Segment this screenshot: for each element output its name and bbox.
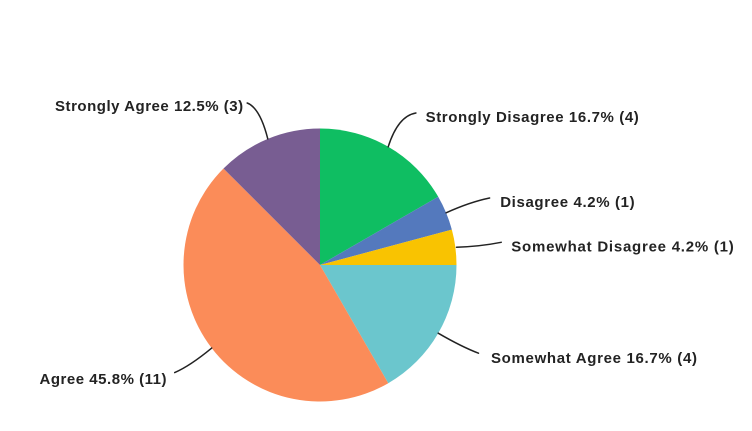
svg-text:Strongly Agree 12.5% (3): Strongly Agree 12.5% (3)	[55, 98, 244, 115]
svg-text:Disagree 4.2% (1): Disagree 4.2% (1)	[500, 194, 635, 211]
svg-text:Agree 45.8% (11): Agree 45.8% (11)	[40, 371, 168, 388]
svg-text:Somewhat Agree 16.7% (4): Somewhat Agree 16.7% (4)	[491, 350, 698, 367]
svg-text:Somewhat Disagree 4.2% (1): Somewhat Disagree 4.2% (1)	[511, 238, 734, 255]
svg-text:Strongly Disagree 16.7% (4): Strongly Disagree 16.7% (4)	[426, 109, 640, 126]
